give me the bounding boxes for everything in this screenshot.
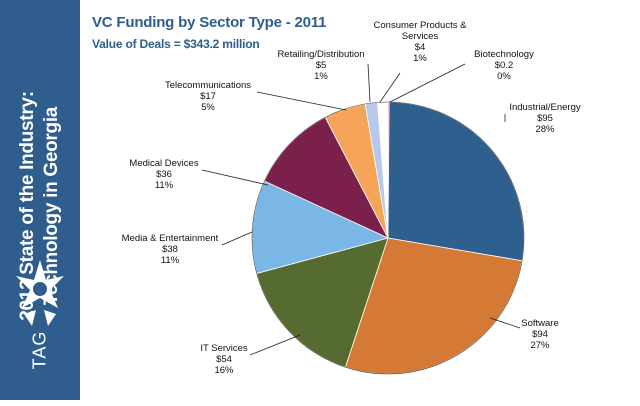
tag-star-icon	[16, 260, 64, 326]
slice-percent-media-entertainment: 11%	[161, 255, 180, 266]
slice-value-biotechnology: $0.2	[495, 60, 514, 71]
chart-title: VC Funding by Sector Type - 2011	[92, 14, 327, 31]
slice-name-telecommunications: Telecommunications	[165, 80, 251, 91]
slice-label-telecommunications: Telecommunications$175%	[165, 80, 347, 113]
slice-name-software: Software	[521, 318, 559, 329]
slice-name-media-entertainment: Media & Entertainment	[122, 233, 219, 244]
slice-percent-software: 27%	[530, 340, 550, 351]
leader-line-software	[489, 317, 521, 329]
slice-name-biotechnology: Biotechnology	[474, 49, 534, 60]
leader-line-telecommunications	[256, 91, 347, 111]
slice-percent-industrial-energy: 28%	[535, 124, 555, 135]
slice-percent-telecommunications: 5%	[201, 102, 215, 113]
leader-line-biotechnology	[389, 63, 466, 103]
chart-subtitle: Value of Deals = $343.2 million	[92, 37, 260, 51]
sidebar: 2012 State of the Industry: Technology i…	[0, 0, 80, 400]
slice-value-consumer-products-services: $4	[415, 42, 426, 53]
slice-value-medical-devices: $36	[156, 169, 172, 180]
leader-line-media-entertainment	[221, 231, 253, 246]
slice-name-it-services: IT Services	[200, 343, 248, 354]
pie-slice-industrial-energy	[387, 101, 525, 262]
slice-name-retailing-distribution: Retailing/Distribution	[277, 49, 364, 60]
slice-value-software: $94	[532, 329, 548, 340]
slice-label-retailing-distribution: Retailing/Distribution$51%	[277, 49, 371, 103]
leader-line-consumer-products-services	[379, 72, 401, 103]
slice-percent-retailing-distribution: 1%	[314, 71, 328, 82]
slice-percent-it-services: 16%	[214, 365, 234, 376]
slice-label-biotechnology: Biotechnology$0.20%	[389, 49, 534, 103]
slice-value-telecommunications: $17	[200, 91, 216, 102]
slice-name-medical-devices: Medical Devices	[129, 158, 198, 169]
slice-name-industrial-energy: Industrial/Energy	[509, 102, 581, 113]
slice-value-media-entertainment: $38	[162, 244, 178, 255]
pie-outline	[251, 101, 525, 375]
leader-line-retailing-distribution	[367, 63, 371, 103]
slice-value-retailing-distribution: $5	[316, 60, 327, 71]
leader-line-it-services	[249, 334, 301, 356]
leader-line-medical-devices	[201, 169, 269, 186]
slice-value-it-services: $54	[216, 354, 232, 365]
slice-percent-biotechnology: 0%	[497, 71, 511, 82]
slice-name-consumer-products-services: Services	[402, 31, 439, 42]
slice-percent-medical-devices: 11%	[155, 180, 174, 191]
slice-percent-consumer-products-services: 1%	[413, 53, 427, 64]
slice-value-industrial-energy: $95	[537, 113, 553, 124]
slice-name-consumer-products-services: Consumer Products &	[374, 20, 468, 31]
slice-label-consumer-products-services: Consumer Products &Services$41%	[374, 20, 468, 103]
